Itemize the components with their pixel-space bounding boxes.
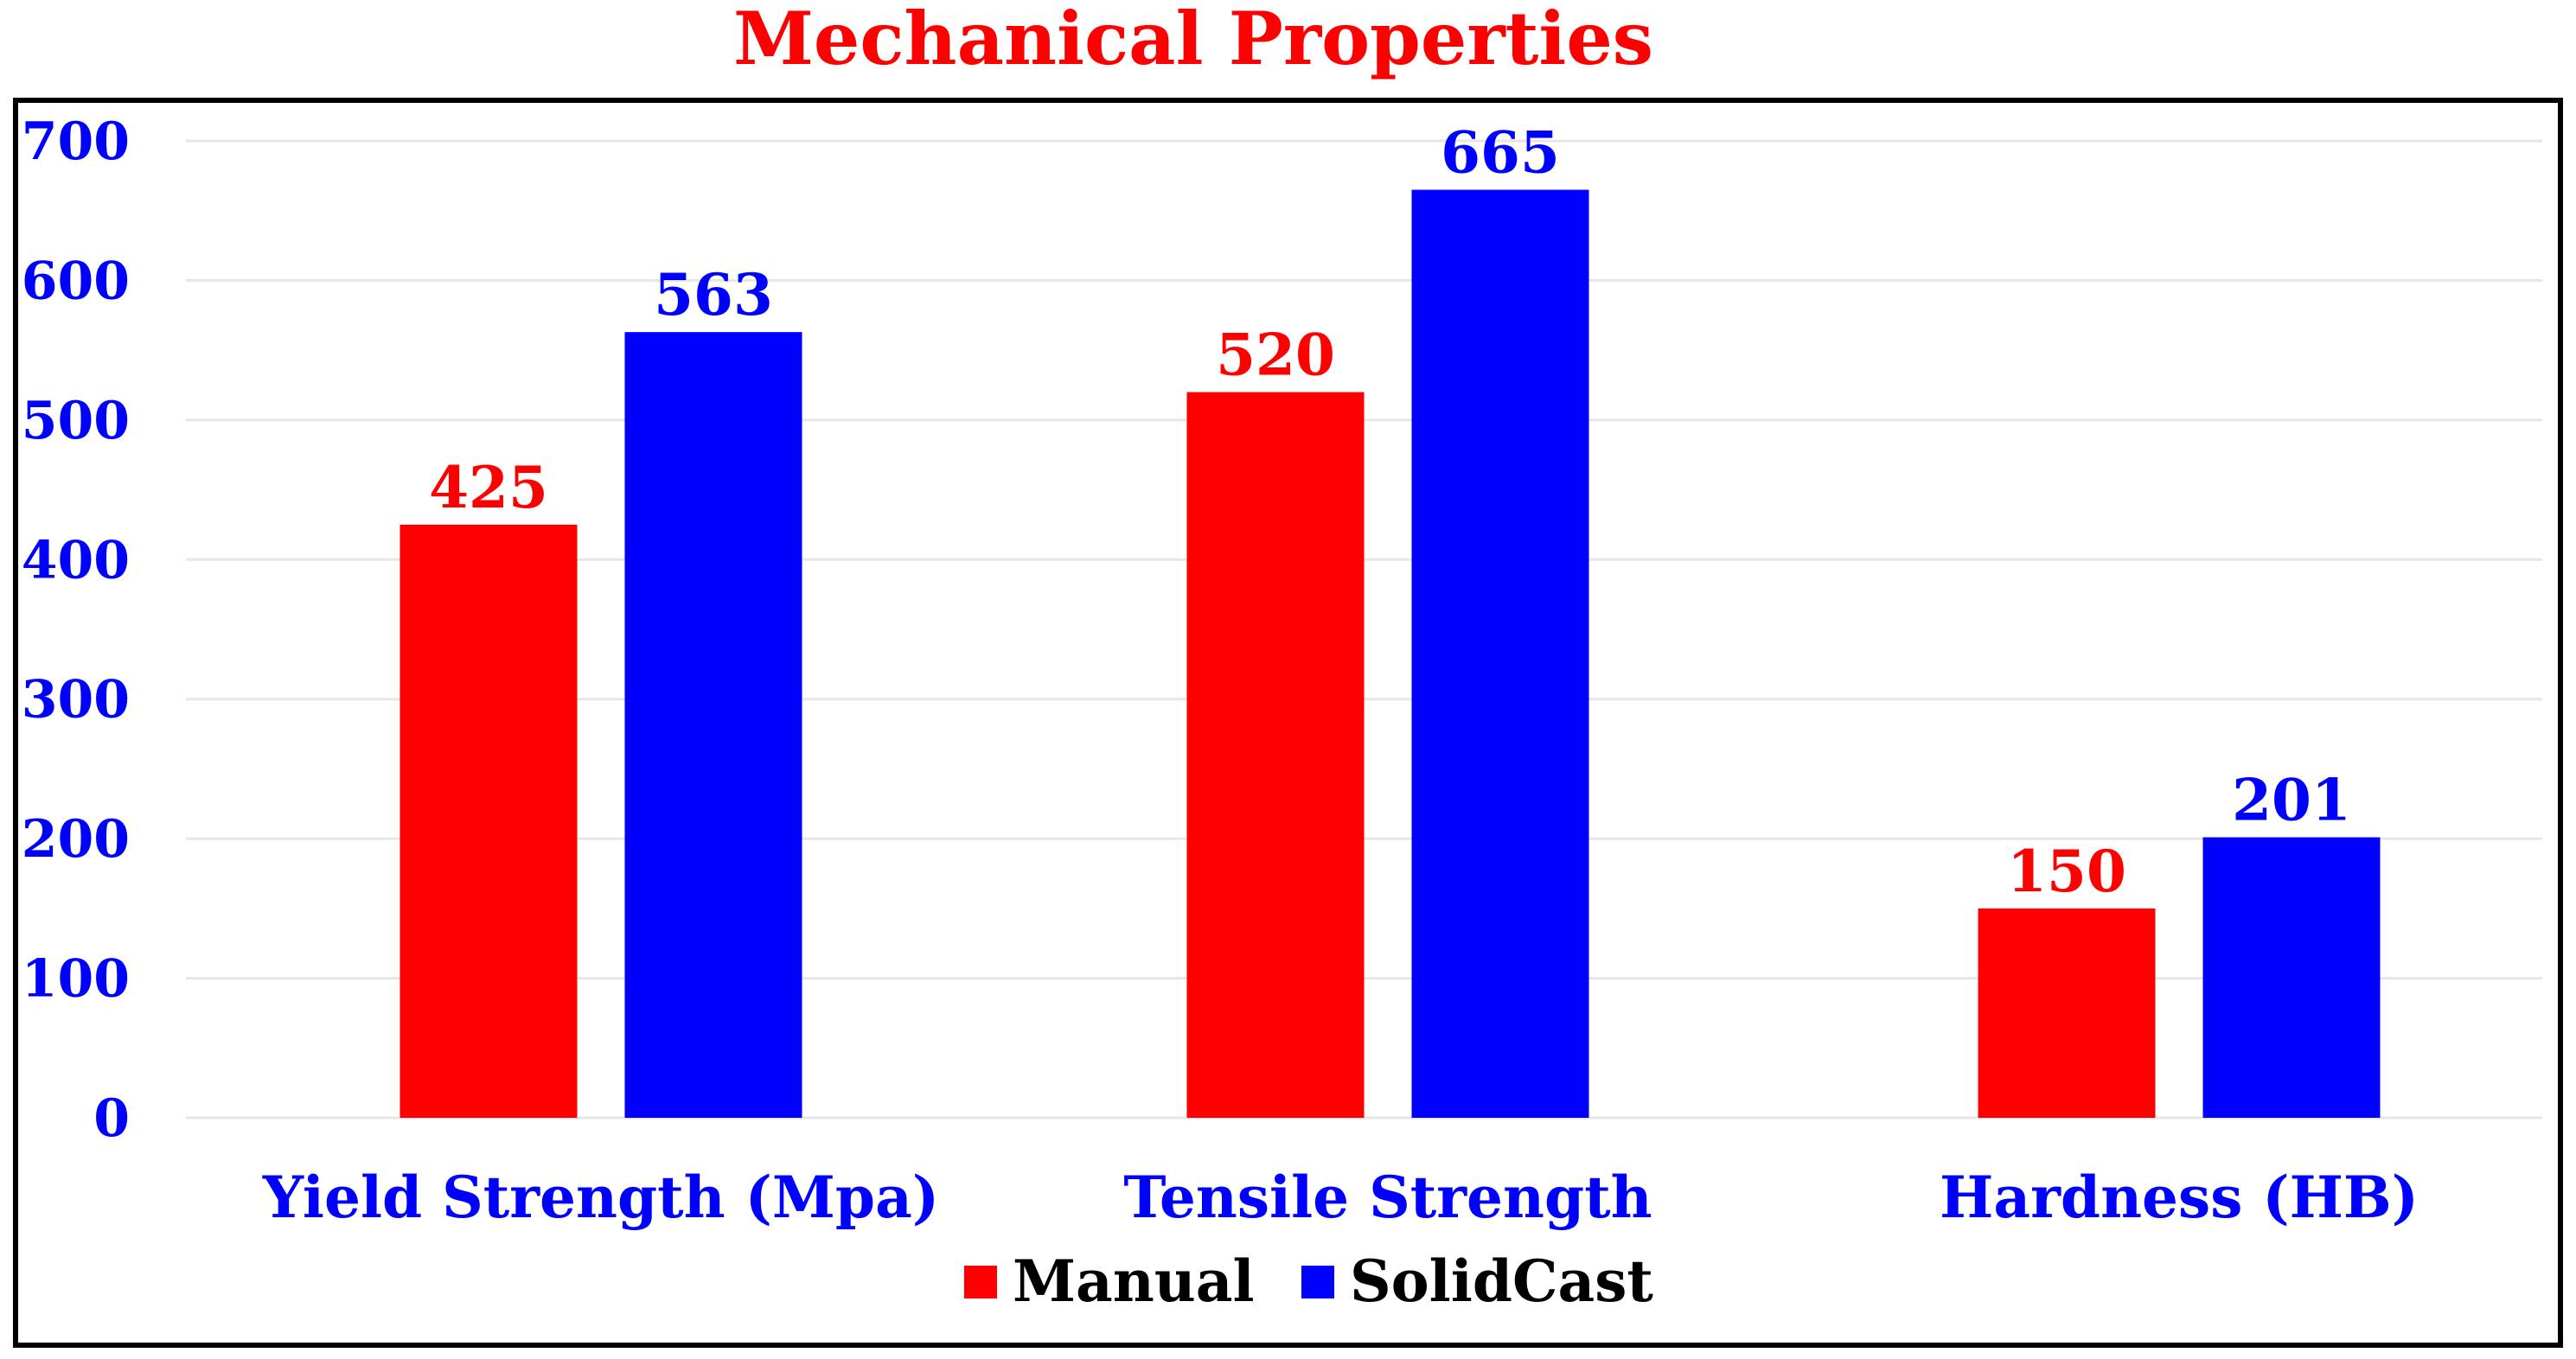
y-tick-label: 100	[22, 949, 130, 1010]
legend-swatch-manual	[964, 1266, 997, 1298]
legend-label-solidcast: SolidCast	[1350, 1247, 1653, 1315]
y-tick-label: 300	[22, 670, 130, 731]
y-tick-label: 600	[22, 251, 130, 311]
y-axis-ticks: 0 100 200 300 400 500 600 700	[22, 112, 130, 1149]
bar-solidcast-0	[624, 332, 802, 1119]
legend: Manual SolidCast	[964, 1247, 1653, 1315]
category-label: Yield Strength (Mpa)	[262, 1164, 939, 1231]
value-label-solidcast-1: 665	[1441, 119, 1560, 187]
bars	[400, 189, 2381, 1119]
bar-manual-1	[1186, 392, 1365, 1119]
y-tick-label: 700	[22, 112, 130, 172]
bar-solidcast-1	[1411, 189, 1589, 1118]
category-label: Tensile Strength	[1123, 1164, 1652, 1231]
value-label-solidcast-2: 201	[2232, 767, 2351, 834]
y-tick-label: 400	[22, 530, 130, 590]
value-label-manual-0: 425	[429, 454, 548, 521]
value-label-manual-1: 520	[1216, 322, 1335, 389]
legend-label-manual: Manual	[1013, 1247, 1255, 1315]
category-label: Hardness (HB)	[1940, 1164, 2419, 1231]
value-label-manual-2: 150	[2007, 838, 2126, 905]
chart-frame	[13, 98, 2563, 1348]
bar-solidcast-2	[2202, 837, 2381, 1118]
bar-manual-2	[1978, 908, 2156, 1118]
bar-manual-0	[400, 524, 578, 1118]
legend-swatch-solidcast	[1301, 1266, 1334, 1298]
y-tick-label: 0	[93, 1088, 130, 1149]
x-axis-categories: Yield Strength (Mpa) Tensile Strength Hard…	[262, 1164, 2419, 1231]
y-tick-label: 200	[22, 809, 130, 870]
y-tick-label: 500	[22, 391, 130, 451]
chart-title: Mechanical Properties	[733, 0, 1653, 81]
value-labels: 425 563 520 665 150 201	[429, 119, 2351, 905]
value-label-solidcast-0: 563	[654, 261, 773, 329]
